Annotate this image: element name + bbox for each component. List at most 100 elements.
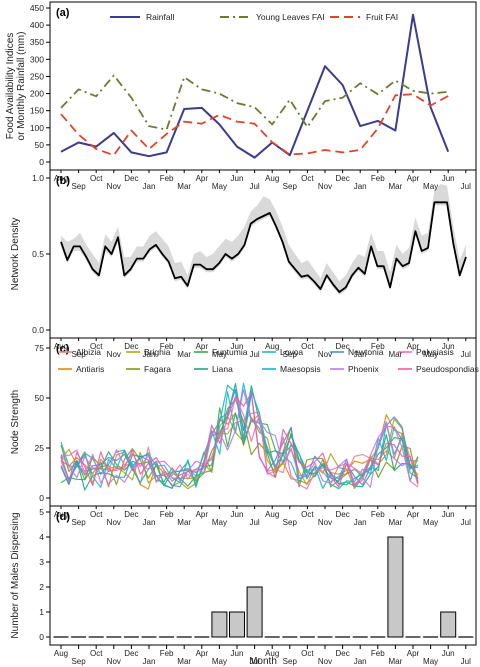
y-tick-label: 0 [39,157,44,167]
species-line [60,392,419,488]
y-tick-label: 4 [39,532,44,542]
y-tick-label: 0 [39,632,44,642]
legend-label: Rainfall [146,12,174,22]
x-tick-label: Jan [143,518,156,527]
x-tick-label: Sep [283,350,298,359]
x-tick-label: Jan [143,350,156,359]
x-tick-label: Dec [124,649,138,658]
y-tick-label: 1.0 [32,173,44,183]
x-tick-label: Mar [177,182,191,191]
x-tick-label: Jun [231,342,244,351]
x-tick-label: Feb [160,649,174,658]
x-tick-label: Dec [335,649,349,658]
x-tick-label: Apr [407,342,420,351]
x-tick-label: Aug [54,342,68,351]
x-tick-label: Oct [90,510,103,519]
x-tick-label: Aug [265,510,279,519]
x-tick-label: Sep [71,518,86,527]
x-tick-label: May [423,518,438,527]
x-tick-label: Sep [283,518,298,527]
x-tick-label: Jun [231,649,244,658]
x-tick-label: Feb [160,174,174,183]
y-axis-label-line: Food Availability Indices [5,33,16,140]
legend-label: Fruit FAI [366,12,398,22]
y-axis-label: Food Availability Indicesor Monthly Rain… [5,32,27,141]
legend-label: Lovoa [280,347,303,357]
x-tick-label: Jul [249,518,259,527]
x-tick-label: Jul [249,182,259,191]
x-tick-label: Nov [107,350,121,359]
x-tick-label: May [212,182,227,191]
density-band [61,184,466,295]
y-tick-label: 50 [35,140,45,150]
x-tick-label: Oct [90,649,103,658]
bar [229,611,245,638]
legend-label: Antiaris [76,364,104,374]
x-tick-label: Mar [177,518,191,527]
y-tick-label: 100 [30,123,44,133]
panel-tag: (a) [56,7,70,19]
bar [246,586,263,638]
x-tick-label: Mar [389,657,403,666]
x-tick-label: Apr [407,510,420,519]
y-tick-label: 150 [30,106,44,116]
x-tick-label: Dec [335,510,349,519]
x-tick-label: Jul [461,182,471,191]
x-tick-label: Sep [283,182,298,191]
panel-frame [49,505,477,646]
x-tick-label: Mar [177,657,191,666]
y-tick-label: 450 [30,3,44,13]
x-tick-label: Jun [442,649,455,658]
x-tick-label: Sep [71,350,86,359]
y-tick-label: 300 [30,54,44,64]
x-tick-label: Dec [124,174,138,183]
x-tick-label: Jan [143,182,156,191]
x-tick-label: Nov [107,657,121,666]
series-line [60,13,450,159]
x-tick-label: Nov [318,350,332,359]
month-labels-panel-1: AugSepOctNovDecJanFebMarAprMayJunJulAugS… [54,174,471,191]
bar [387,536,404,638]
y-tick-label: 400 [30,20,44,30]
x-tick-label: Aug [54,174,68,183]
x-axis-label: Month [249,656,277,667]
x-tick-label: Jan [354,182,367,191]
month-labels-panel-2: AugSepOctNovDecJanFebMarAprMayJunJulAugS… [54,342,471,359]
y-axis-label-line: Number of Males Dispersing [10,512,21,638]
x-tick-label: Oct [301,342,314,351]
x-tick-label: Jun [442,174,455,183]
y-axis-label-line: Node Strength [10,390,21,455]
x-tick-label: May [212,350,227,359]
x-tick-label: May [423,657,438,666]
x-tick-label: Apr [196,510,209,519]
panel-tag: (b) [56,175,70,187]
panel-4: 0 1 2 3 4 5 Number of Males Dispersing (d) [10,505,477,649]
x-tick-label: Aug [54,649,68,658]
panel-tag: (d) [56,511,70,523]
legend-label: Maesopsis [280,364,321,374]
x-tick-label: Nov [318,657,332,666]
x-tick-label: Jan [143,657,156,666]
x-tick-label: Dec [335,342,349,351]
legend-label: Pseudospondias [416,364,479,374]
panel-1: 0 50 100 150 200 250 300 350 400 450 Food Availabi… [5,1,477,173]
x-tick-label: Jul [249,350,259,359]
species-line [60,397,419,490]
x-tick-label: Sep [71,182,86,191]
x-tick-label: Jan [354,657,367,666]
x-tick-label: Oct [90,174,103,183]
y-tick-label: 350 [30,37,44,47]
legend-label: Albizia [76,347,101,357]
y-tick-label: 250 [30,71,44,81]
y-tick-label: 0 [39,493,44,503]
x-tick-label: Feb [160,342,174,351]
x-tick-label: Jan [354,350,367,359]
x-tick-label: Jul [461,657,471,666]
x-tick-label: Dec [124,510,138,519]
x-tick-label: Oct [301,174,314,183]
y-tick-label: 3 [39,557,44,567]
x-tick-label: May [423,182,438,191]
x-tick-label: Apr [196,649,209,658]
panel-frame [49,337,477,507]
legend-label: Funtumia [212,347,248,357]
